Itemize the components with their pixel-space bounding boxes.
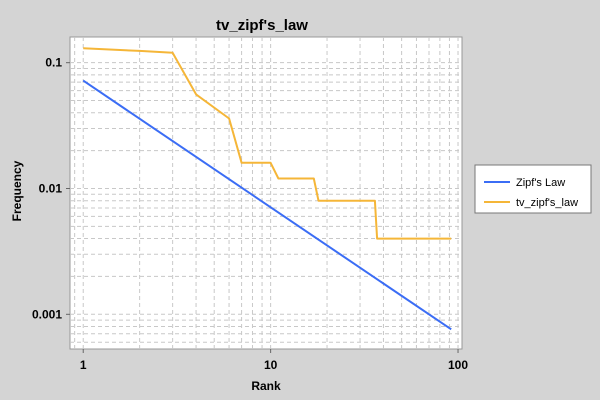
x-axis-label: Rank	[251, 379, 281, 393]
series-line-2	[83, 47, 452, 240]
y-axis-label: Frequency	[10, 160, 24, 221]
grid	[70, 37, 462, 349]
y-tick-label: 0.1	[45, 56, 62, 70]
x-tick-label: 100	[448, 358, 468, 372]
legend-box	[474, 164, 592, 214]
legend: Zipf's Law tv_zipf's_law	[474, 164, 592, 214]
x-tick-label: 1	[80, 358, 87, 372]
axis-ticks: 1 10 100 0.001 0.01 0.1	[32, 56, 468, 372]
series-line-1	[82, 79, 452, 331]
series-lines	[82, 47, 452, 331]
legend-label-2: tv_zipf's_law	[516, 197, 578, 209]
legend-label-1: Zipf's Law	[516, 177, 565, 189]
chart-title: tv_zipf's_law	[216, 17, 308, 34]
y-tick-label: 0.001	[32, 307, 62, 321]
x-tick-label: 10	[264, 358, 278, 372]
plot-area	[69, 36, 463, 350]
y-tick-label: 0.01	[39, 181, 63, 195]
